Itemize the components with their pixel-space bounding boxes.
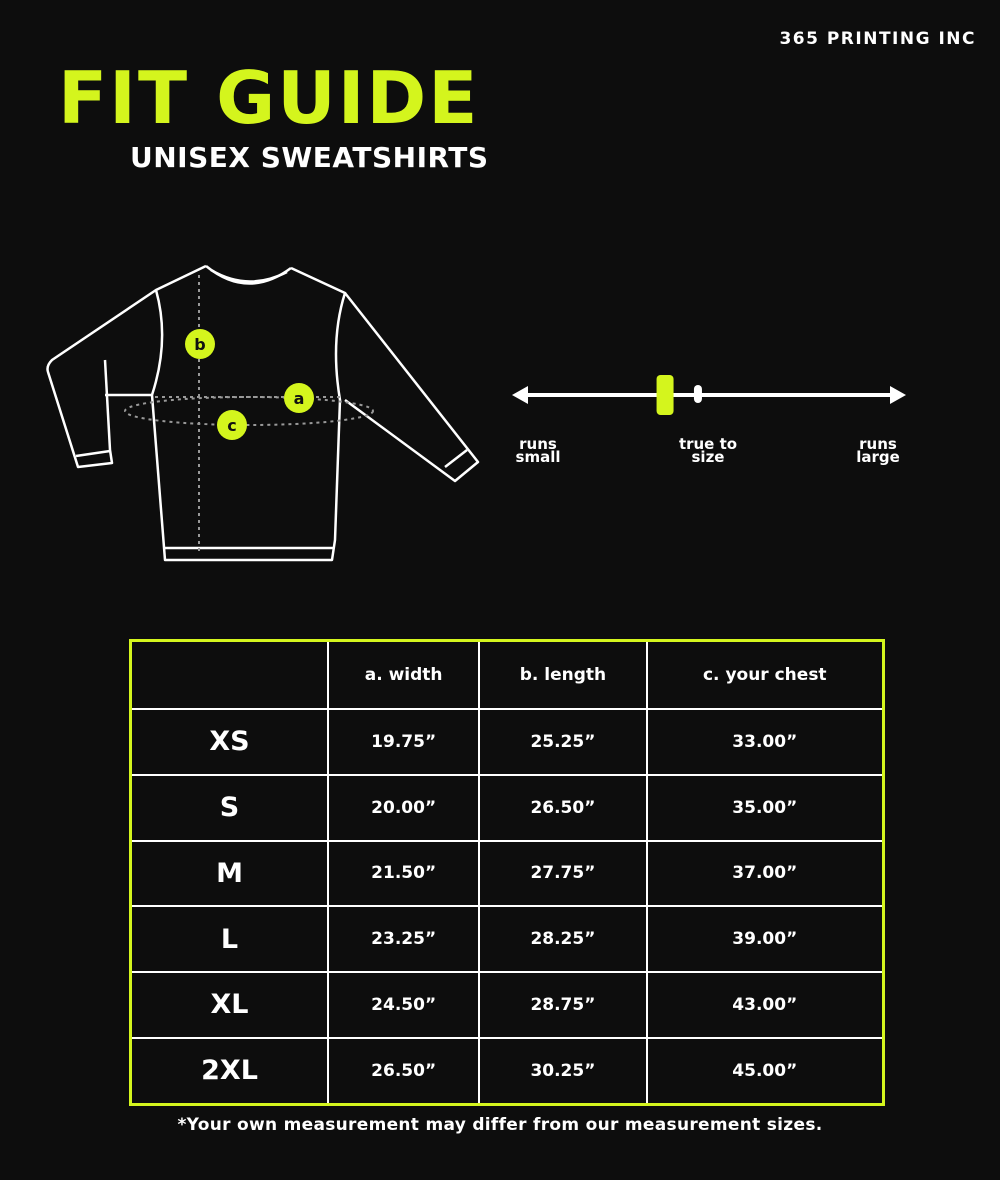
marker-b: b <box>185 329 215 359</box>
brand-name: 365 PRINTING INC <box>779 29 976 49</box>
table-row: S 20.00” 26.50” 35.00” <box>129 773 885 842</box>
chest-cell: 37.00” <box>645 839 885 908</box>
marker-a: a <box>284 383 314 413</box>
chest-cell: 33.00” <box>645 708 885 776</box>
table-row: XL 24.50” 28.75” 43.00” <box>129 971 885 1039</box>
length-cell: 25.25” <box>478 708 648 776</box>
measurement-note: *Your own measurement may differ from ou… <box>177 1115 823 1135</box>
sweatshirt-diagram: b a c <box>46 264 906 562</box>
page-title: FIT GUIDE <box>58 56 480 140</box>
svg-text:b: b <box>194 335 205 354</box>
marker-c: c <box>217 410 247 440</box>
size-cell: XS <box>129 708 329 776</box>
length-cell: 27.75” <box>478 839 648 908</box>
length-cell: 28.75” <box>478 971 648 1039</box>
fit-indicator <box>656 375 674 415</box>
fit-label-runs-small: runs small <box>515 435 561 466</box>
header-length: b. length <box>478 639 648 710</box>
fit-scale <box>512 375 906 415</box>
length-cell: 30.25” <box>478 1036 648 1106</box>
page-subtitle: UNISEX SWEATSHIRTS <box>130 141 489 174</box>
width-cell: 19.75” <box>326 708 481 776</box>
size-cell: M <box>129 839 329 908</box>
table-row: 2XL 26.50” 30.25” 45.00” <box>129 1036 885 1106</box>
table-row: L 23.25” 28.25” 39.00” <box>129 905 885 973</box>
sweatshirt-outline <box>46 264 480 562</box>
width-cell: 20.00” <box>326 773 481 842</box>
size-cell: L <box>129 905 329 973</box>
size-cell: 2XL <box>129 1036 329 1106</box>
size-chart-table: a. width b. length c. your chest XS 19.75… <box>129 639 885 1106</box>
arrow-left-icon <box>512 386 528 404</box>
svg-text:a: a <box>294 389 305 408</box>
table-row: XS 19.75” 25.25” 33.00” <box>129 708 885 776</box>
chest-cell: 35.00” <box>645 773 885 842</box>
table-header-row: a. width b. length c. your chest <box>129 639 885 710</box>
header-chest: c. your chest <box>645 639 885 710</box>
width-cell: 21.50” <box>326 839 481 908</box>
chest-cell: 45.00” <box>645 1036 885 1106</box>
width-cell: 26.50” <box>326 1036 481 1106</box>
fit-label-true-to-size: true to size <box>678 435 738 466</box>
svg-text:c: c <box>227 416 236 435</box>
arrow-right-icon <box>890 386 906 404</box>
chest-cell: 39.00” <box>645 905 885 973</box>
width-cell: 23.25” <box>326 905 481 973</box>
fit-label-runs-large: runs large <box>856 435 900 466</box>
size-cell: XL <box>129 971 329 1039</box>
true-to-size-tick <box>693 385 702 403</box>
width-cell: 24.50” <box>326 971 481 1039</box>
length-cell: 26.50” <box>478 773 648 842</box>
size-cell: S <box>129 773 329 842</box>
table-row: M 21.50” 27.75” 37.00” <box>129 839 885 908</box>
header-size <box>129 639 329 710</box>
header-width: a. width <box>326 639 481 710</box>
chest-cell: 43.00” <box>645 971 885 1039</box>
length-cell: 28.25” <box>478 905 648 973</box>
